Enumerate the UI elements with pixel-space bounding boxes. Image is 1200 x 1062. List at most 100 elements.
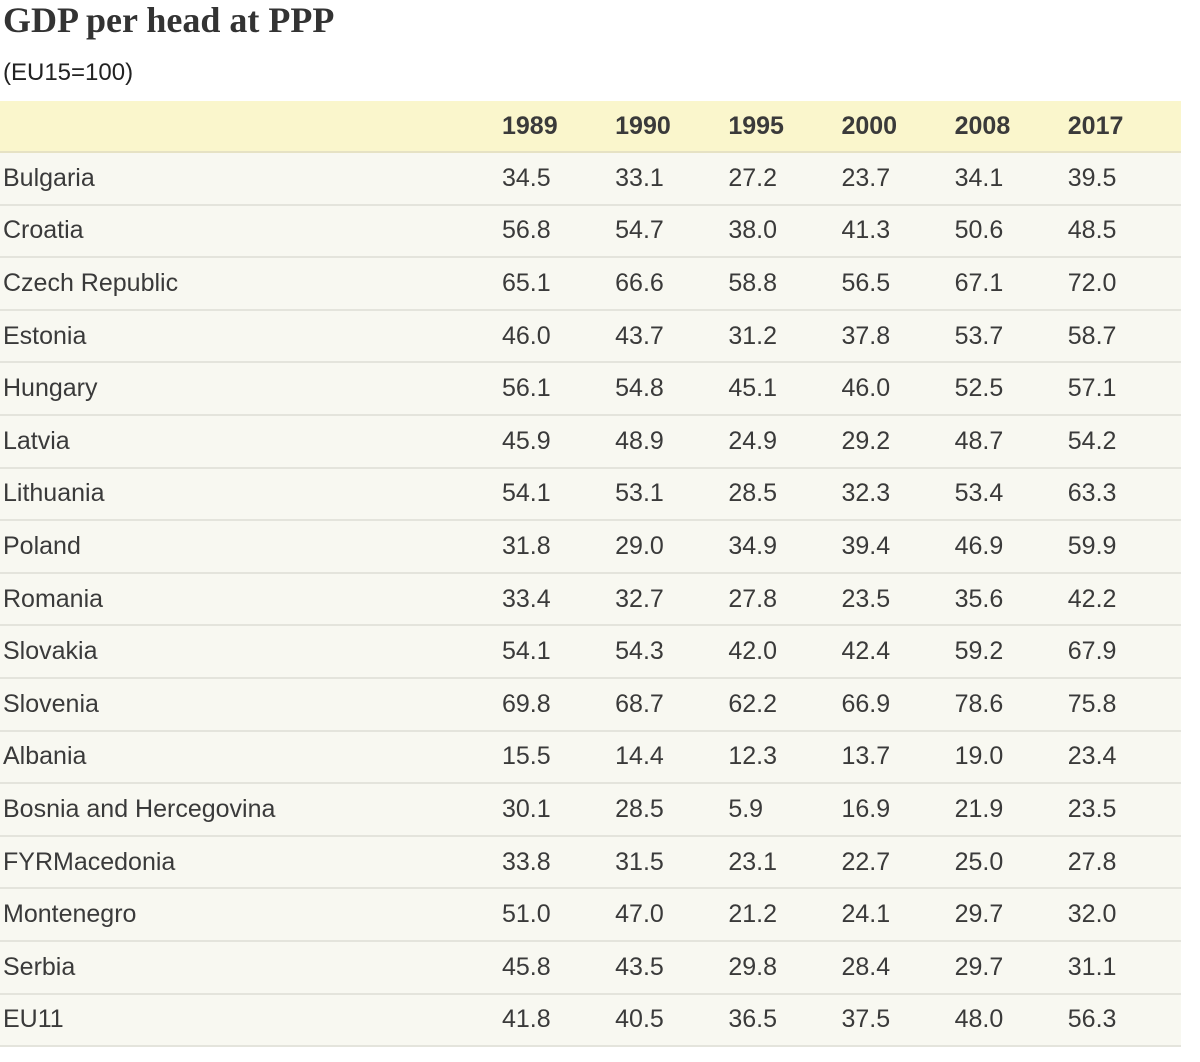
value-cell: 23.4 (1067, 730, 1181, 785)
row-label: Lithuania (0, 467, 502, 522)
value-cell: 59.2 (954, 625, 1068, 679)
table-row: Albania 15.5 14.4 12.3 13.7 19.0 23.4 (0, 730, 1181, 785)
header-row: 1989 1990 1995 2000 2008 2017 (0, 101, 1181, 153)
value-cell: 35.6 (954, 572, 1068, 627)
value-cell: 28.5 (728, 467, 842, 522)
value-cell: 33.1 (615, 152, 729, 206)
value-cell: 48.9 (615, 414, 729, 469)
row-label: Montenegro (0, 888, 502, 942)
value-cell: 5.9 (728, 783, 842, 837)
table-row: Montenegro 51.0 47.0 21.2 24.1 29.7 32.0 (0, 888, 1181, 942)
value-cell: 32.7 (615, 572, 729, 627)
value-cell: 43.7 (615, 309, 729, 364)
value-cell: 54.8 (615, 362, 729, 416)
value-cell: 23.5 (1067, 783, 1181, 837)
value-cell: 27.8 (728, 572, 842, 627)
table-body: Bulgaria 34.5 33.1 27.2 23.7 34.1 39.5 Croatia 5… (0, 152, 1181, 1048)
table-row: Estonia 46.0 43.7 31.2 37.8 53.7 58.7 (0, 309, 1181, 364)
table-subtitle: (EU15=100) (3, 59, 134, 86)
value-cell: 45.1 (728, 362, 842, 416)
value-cell: 29.0 (615, 520, 729, 574)
value-cell: 39.4 (841, 520, 955, 574)
value-cell: 29.8 (728, 940, 842, 995)
header-cell-year: 1989 (502, 101, 616, 153)
value-cell: 56.1 (502, 362, 616, 416)
value-cell: 33.8 (502, 835, 616, 890)
value-cell: 46.0 (841, 362, 955, 416)
value-cell: 23.5 (841, 572, 955, 627)
value-cell: 68.7 (615, 677, 729, 732)
value-cell: 56.3 (1067, 993, 1181, 1048)
value-cell: 72.0 (1067, 257, 1181, 311)
value-cell: 32.0 (1067, 888, 1181, 942)
value-cell: 34.9 (728, 520, 842, 574)
value-cell: 66.6 (615, 257, 729, 311)
value-cell: 51.0 (502, 888, 616, 942)
value-cell: 46.0 (502, 309, 616, 364)
row-label: Croatia (0, 204, 502, 259)
value-cell: 31.8 (502, 520, 616, 574)
value-cell: 57.1 (1067, 362, 1181, 416)
gdp-table: 1989 1990 1995 2000 2008 2017 Bulgaria 34.5 33.… (0, 101, 1181, 1048)
value-cell: 47.0 (615, 888, 729, 942)
row-label: FYRMacedonia (0, 835, 502, 890)
value-cell: 54.1 (502, 625, 616, 679)
table-title: GDP per head at PPP (3, 0, 335, 40)
value-cell: 19.0 (954, 730, 1068, 785)
value-cell: 31.5 (615, 835, 729, 890)
table-row: Bosnia and Hercegovina 30.1 28.5 5.9 16.9 21.… (0, 783, 1181, 837)
value-cell: 50.6 (954, 204, 1068, 259)
value-cell: 16.9 (841, 783, 955, 837)
value-cell: 29.7 (954, 940, 1068, 995)
row-label: Serbia (0, 940, 502, 995)
value-cell: 53.1 (615, 467, 729, 522)
row-label: EU11 (0, 993, 502, 1048)
value-cell: 38.0 (728, 204, 842, 259)
value-cell: 29.7 (954, 888, 1068, 942)
value-cell: 31.1 (1067, 940, 1181, 995)
value-cell: 41.3 (841, 204, 955, 259)
value-cell: 33.4 (502, 572, 616, 627)
value-cell: 36.5 (728, 993, 842, 1048)
value-cell: 28.5 (615, 783, 729, 837)
value-cell: 43.5 (615, 940, 729, 995)
value-cell: 14.4 (615, 730, 729, 785)
value-cell: 32.3 (841, 467, 955, 522)
value-cell: 34.5 (502, 152, 616, 206)
value-cell: 54.3 (615, 625, 729, 679)
value-cell: 59.9 (1067, 520, 1181, 574)
value-cell: 37.5 (841, 993, 955, 1048)
row-label: Albania (0, 730, 502, 785)
header-cell-year: 2000 (841, 101, 955, 153)
value-cell: 62.2 (728, 677, 842, 732)
header-cell-label (0, 101, 502, 153)
value-cell: 41.8 (502, 993, 616, 1048)
row-label: Bosnia and Hercegovina (0, 783, 502, 837)
value-cell: 42.2 (1067, 572, 1181, 627)
value-cell: 42.4 (841, 625, 955, 679)
table-row: EU11 41.8 40.5 36.5 37.5 48.0 56.3 (0, 993, 1181, 1048)
value-cell: 40.5 (615, 993, 729, 1048)
table-row: FYRMacedonia 33.8 31.5 23.1 22.7 25.0 27.8 (0, 835, 1181, 890)
table-row: Romania 33.4 32.7 27.8 23.5 35.6 42.2 (0, 572, 1181, 627)
value-cell: 42.0 (728, 625, 842, 679)
value-cell: 66.9 (841, 677, 955, 732)
value-cell: 23.7 (841, 152, 955, 206)
value-cell: 58.7 (1067, 309, 1181, 364)
value-cell: 24.1 (841, 888, 955, 942)
value-cell: 78.6 (954, 677, 1068, 732)
value-cell: 53.7 (954, 309, 1068, 364)
value-cell: 29.2 (841, 414, 955, 469)
table-row: Hungary 56.1 54.8 45.1 46.0 52.5 57.1 (0, 362, 1181, 416)
value-cell: 45.8 (502, 940, 616, 995)
value-cell: 27.8 (1067, 835, 1181, 890)
value-cell: 67.9 (1067, 625, 1181, 679)
value-cell: 56.5 (841, 257, 955, 311)
value-cell: 54.2 (1067, 414, 1181, 469)
row-label: Slovakia (0, 625, 502, 679)
value-cell: 25.0 (954, 835, 1068, 890)
row-label: Czech Republic (0, 257, 502, 311)
value-cell: 67.1 (954, 257, 1068, 311)
value-cell: 52.5 (954, 362, 1068, 416)
row-label: Romania (0, 572, 502, 627)
